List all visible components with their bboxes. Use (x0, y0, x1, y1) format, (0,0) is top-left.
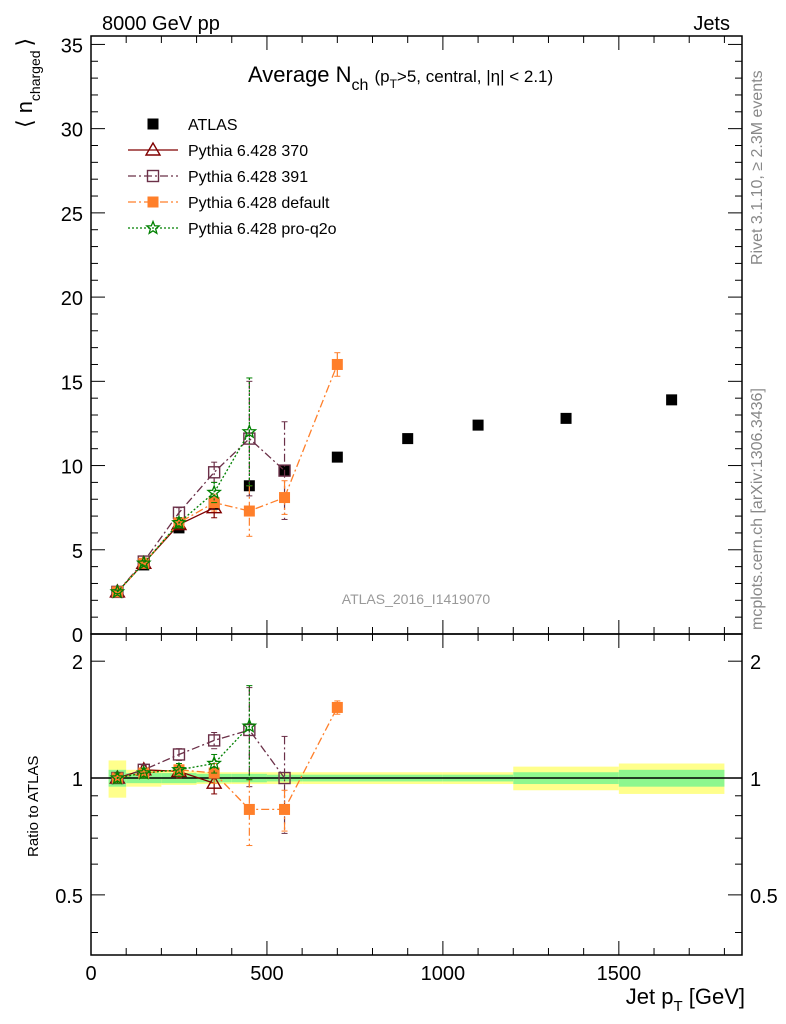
ratio-y-tick-label-right: 0.5 (750, 886, 778, 908)
legend-marker (147, 196, 159, 208)
legend-entry-1: Pythia 6.428 370 (128, 141, 308, 160)
ratio-data-point (241, 717, 258, 733)
ratio-data-point (278, 771, 291, 785)
data-point (207, 466, 221, 479)
data-point (206, 484, 223, 500)
ratio-data-point (279, 803, 291, 815)
legend-entry-2: Pythia 6.428 391 (128, 169, 308, 186)
legend-label: Pythia 6.428 370 (188, 143, 308, 160)
ratio-y-tick-label: 0.5 (55, 886, 83, 908)
x-tick-label: 0 (85, 963, 96, 985)
y-tick-label: 35 (61, 35, 83, 57)
ratio-data-point (206, 755, 223, 771)
data-point (278, 464, 291, 477)
y-tick-label: 30 (61, 120, 83, 142)
legend-marker (147, 118, 159, 130)
data-point (241, 423, 258, 439)
ratio-frame (90, 633, 743, 956)
data-point (402, 433, 414, 445)
ratio-data-point (171, 761, 187, 777)
title-detail: (p (374, 67, 389, 86)
data-point (138, 557, 150, 569)
ratio-y-tick-label-right: 2 (750, 652, 761, 674)
title-main: Average N (248, 62, 352, 87)
ratio-data-point (331, 701, 343, 713)
ratio-data-point (205, 774, 223, 789)
legend-label: Pythia 6.428 default (188, 195, 330, 212)
ratio-data-point (173, 764, 185, 776)
y-tick-label: 5 (72, 541, 83, 563)
legend-entry-0: ATLAS (147, 117, 238, 134)
ratio-data-point (109, 769, 126, 785)
legend-label: Pythia 6.428 391 (188, 169, 308, 186)
analysis-watermark: ATLAS_2016_I1419070 (342, 591, 491, 607)
header-right: Jets (693, 13, 730, 35)
ratio-y-tick-label-right: 1 (750, 769, 761, 791)
main-title: Average Nch (pT>5, central, |η| < 2.1) (248, 62, 553, 94)
ratio-series-line (117, 769, 215, 784)
data-point (171, 514, 187, 530)
ratio-series-line (117, 725, 250, 779)
ratio-data-point (172, 748, 186, 761)
series-line (116, 364, 338, 593)
svg-text:⟨ ncharged⟩: ⟨ ncharged ⟩ (12, 38, 43, 128)
xlabel-main: Jet p (626, 984, 674, 1009)
ratio-y-tick-label: 2 (72, 652, 83, 674)
y-tick-label: 10 (61, 457, 83, 479)
x-tick-label: 1000 (421, 963, 466, 985)
xlabel-rest: [GeV] (683, 984, 745, 1009)
data-point (135, 554, 152, 570)
xlabel-sub: T (673, 998, 682, 1015)
legend-entry-4: Pythia 6.428 pro-q2o (128, 219, 337, 238)
x-tick-label: 500 (250, 963, 283, 985)
legend-marker (144, 141, 162, 156)
data-point (331, 451, 343, 463)
y-tick-label: 25 (61, 204, 83, 226)
main-plot: 0 5 10 15 20 25 30 35 (61, 35, 743, 647)
ratio-series-3 (109, 685, 258, 785)
ratio-series-1 (111, 687, 291, 834)
rivet-label: Rivet 3.1.10, ≥ 2.3M events (749, 70, 766, 265)
ratio-data-point (207, 734, 221, 747)
data-point (472, 419, 484, 431)
mcplots-label: mcplots.cern.ch [arXiv:1306.3436] (749, 388, 766, 630)
header-left: 8000 GeV pp (102, 13, 220, 35)
y-tick-label: 0 (72, 625, 83, 647)
data-point (666, 394, 678, 406)
title-detail-rest: >5, central, |η| < 2.1) (397, 67, 553, 86)
y-tick-label: 15 (61, 372, 83, 394)
legend-entry-3: Pythia 6.428 default (128, 195, 330, 212)
data-point (109, 583, 126, 599)
series-4 (109, 377, 258, 599)
ylabel-sub: charged (27, 50, 43, 101)
y-axis-label: ⟨ ncharged ⟩ (12, 38, 43, 128)
y-tick-label: 20 (61, 288, 83, 310)
ratio-y-label: Ratio to ATLAS (25, 756, 42, 857)
legend-label: Pythia 6.428 pro-q2o (188, 221, 337, 238)
series-line (116, 507, 215, 593)
data-point (331, 358, 343, 370)
data-point (243, 505, 255, 517)
ratio-data-point (135, 764, 152, 780)
legend-marker (145, 219, 161, 235)
title-detail-sub: T (390, 77, 398, 91)
series-0 (111, 394, 678, 598)
legend: ATLAS Pythia 6.428 370 Pythia 6.428 391 Pyt… (128, 117, 337, 238)
legend-marker (146, 169, 160, 183)
ratio-plot: 0.5 0.5 1 1 2 2 0 500 1000 1500 (55, 633, 778, 985)
ratio-y-tick-label: 1 (72, 769, 83, 791)
ylabel-open: ⟨ n (12, 101, 37, 128)
data-point (560, 412, 572, 424)
ylabel-close: ⟩ (12, 38, 37, 47)
data-point (279, 492, 291, 504)
ratio-series-line (117, 707, 338, 811)
x-tick-label: 1500 (597, 963, 642, 985)
legend-label: ATLAS (188, 117, 238, 134)
ratio-data-point (243, 803, 255, 815)
title-sub: ch (352, 77, 369, 94)
x-axis-label: Jet pT [GeV] (626, 984, 745, 1015)
